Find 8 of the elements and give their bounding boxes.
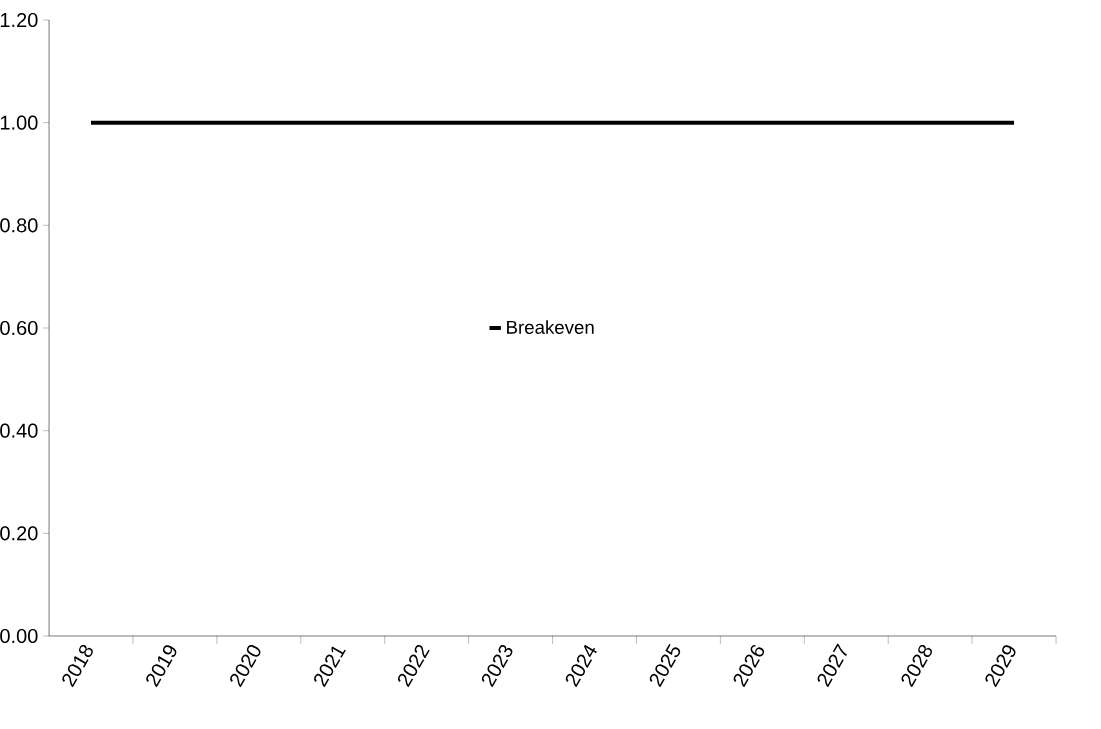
y-tick-label: 0.80 [0,218,38,233]
y-tick-label: 0.20 [0,526,38,541]
legend-label: Breakeven [507,320,594,334]
y-tick-label: 0.00 [0,628,38,644]
y-tick-label: 1.00 [0,115,38,130]
y-tick-label: 0.60 [0,320,38,336]
y-tick-label: 1.20 [0,12,38,28]
y-tick-label: 0.40 [0,423,38,438]
